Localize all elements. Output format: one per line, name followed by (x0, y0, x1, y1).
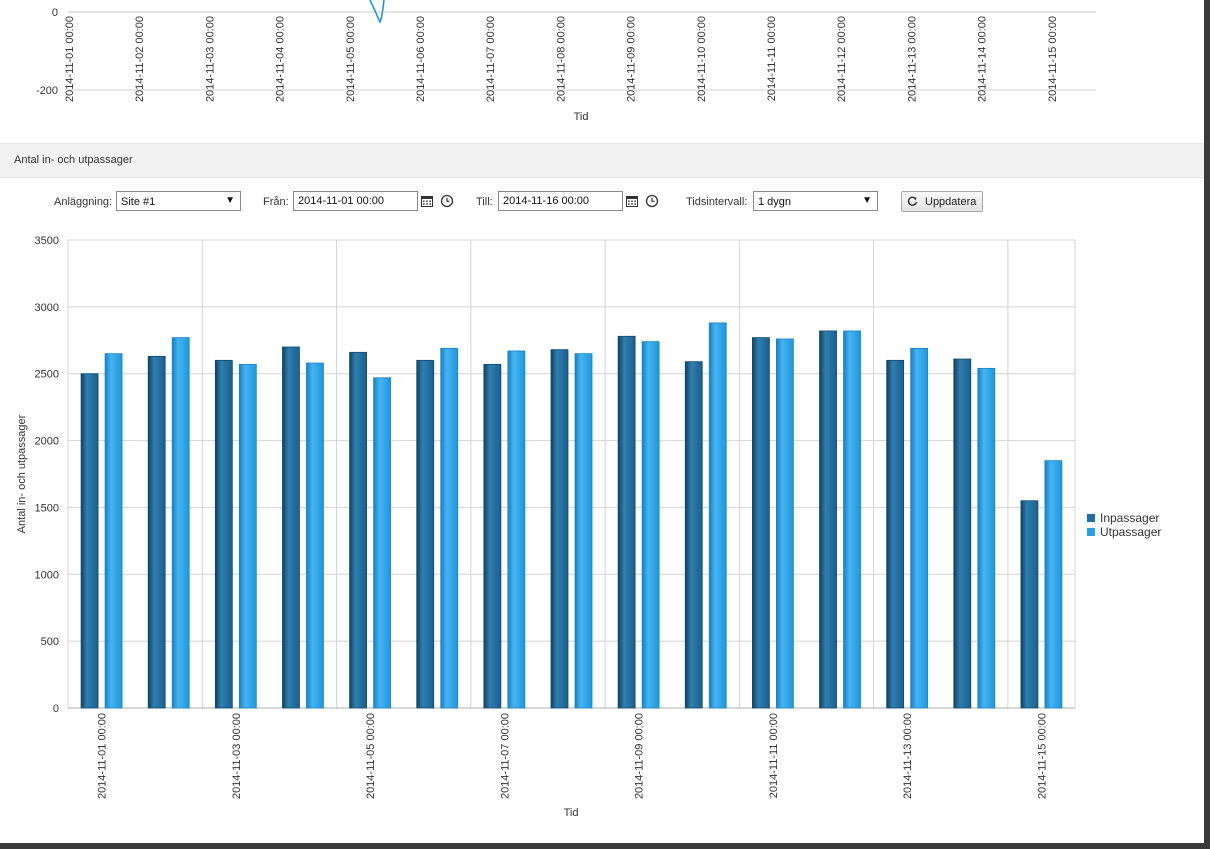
y-tick-label: 1500 (35, 502, 59, 514)
calendar-icon[interactable] (420, 194, 434, 208)
bar-utpassager (104, 353, 123, 709)
bar-utpassager (440, 347, 459, 709)
y-tick-label: 2000 (35, 436, 59, 448)
bar-inpassager (147, 355, 166, 709)
bar-utpassager (843, 330, 861, 709)
bar-inpassager (684, 361, 703, 709)
x-tick-label: 2014-11-03 00:00 (231, 713, 243, 799)
top-xlabel: Tid (574, 111, 589, 123)
legend-label: Utpassager (1100, 525, 1161, 539)
y-tick-label: 3000 (35, 302, 59, 314)
bar-utpassager (574, 353, 593, 709)
update-button[interactable]: Uppdatera (901, 191, 983, 212)
from-date-input[interactable]: 2014-11-01 00:00 (293, 191, 418, 211)
top-xtick-label: 2014-11-15 00:00 (1047, 16, 1059, 102)
chevron-down-icon: ▼ (862, 195, 872, 206)
bar-inpassager (550, 349, 569, 709)
x-tick-label: 2014-11-15 00:00 (1036, 713, 1048, 799)
top-series-line (369, 0, 385, 24)
x-tick-label: 2014-11-05 00:00 (365, 713, 377, 799)
bar-inpassager (819, 330, 837, 709)
x-tick-label: 2014-11-11 00:00 (768, 713, 780, 798)
y-tick-label: 3500 (35, 235, 59, 247)
top-xtick-label: 2014-11-12 00:00 (836, 16, 848, 102)
x-axis-label: Tid (564, 807, 579, 819)
site-label: Anläggning: (54, 196, 113, 208)
bar-inpassager (282, 346, 300, 709)
main-chart: 0 500 1000 1500 2000 2500 3000 3500 2014-11-01 … (16, 235, 1161, 819)
top-xtick-label: 2014-11-09 00:00 (626, 16, 638, 102)
top-xtick-label: 2014-11-03 00:00 (204, 16, 216, 102)
legend-swatch (1087, 514, 1095, 522)
bar-utpassager (641, 341, 660, 709)
interval-select-value: 1 dygn (758, 196, 792, 208)
bar-inpassager (752, 337, 770, 709)
bar-inpassager (349, 351, 368, 709)
top-xtick-label: 2014-11-05 00:00 (345, 16, 357, 102)
top-xtick-label: 2014-11-11 00:00 (766, 16, 778, 101)
section-title: Antal in- och utpassager (14, 154, 133, 166)
bar-inpassager (953, 358, 972, 709)
bar-inpassager (214, 359, 233, 709)
refresh-icon (907, 196, 917, 206)
bar-inpassager (80, 373, 99, 709)
interval-label: Tidsintervall: (686, 196, 748, 208)
x-tick-label: 2014-11-13 00:00 (902, 713, 914, 799)
bar-utpassager (373, 377, 392, 709)
y-tick-label: 1000 (35, 569, 59, 581)
clock-icon[interactable] (440, 194, 454, 208)
from-label: Från: (263, 196, 289, 208)
chevron-down-icon: ▼ (225, 195, 235, 206)
to-date-input[interactable]: 2014-11-16 00:00 (498, 191, 623, 211)
bar-utpassager (708, 322, 727, 709)
bar-utpassager (306, 362, 324, 709)
x-tick-label: 2014-11-09 00:00 (634, 713, 646, 799)
bar-utpassager (910, 347, 929, 709)
y-tick-label: 500 (41, 636, 59, 648)
bar-utpassager (171, 337, 190, 709)
top-chart: 0 -200 2014-11-01 00:00 2014-11-02 00:00 2… (36, 0, 1096, 123)
top-xtick-label: 2014-11-13 00:00 (906, 16, 918, 102)
site-select-value: Site #1 (121, 196, 156, 208)
update-button-label: Uppdatera (925, 196, 977, 208)
bar-inpassager (483, 363, 502, 709)
top-xtick-label: 2014-11-10 00:00 (696, 16, 708, 102)
calendar-icon[interactable] (625, 194, 639, 208)
legend-label: Inpassager (1100, 511, 1159, 525)
interval-select[interactable]: 1 dygn ▼ (753, 191, 878, 211)
top-xtick-label: 2014-11-04 00:00 (275, 16, 287, 102)
x-tick-label: 2014-11-01 00:00 (97, 713, 109, 799)
clock-icon[interactable] (645, 194, 659, 208)
legend-swatch (1087, 528, 1095, 536)
top-ytick-1: -200 (36, 85, 58, 97)
section-header: Antal in- och utpassager (0, 143, 1204, 178)
bar-inpassager (886, 359, 905, 709)
site-select[interactable]: Site #1 ▼ (116, 191, 241, 211)
x-tick-label: 2014-11-07 00:00 (499, 713, 511, 799)
y-tick-label: 2500 (35, 369, 59, 381)
bar-inpassager (1020, 500, 1039, 709)
bar-inpassager (416, 359, 435, 709)
top-xtick-label: 2014-11-01 00:00 (64, 16, 76, 102)
bar-utpassager (776, 338, 794, 709)
top-xtick-label: 2014-11-02 00:00 (134, 16, 146, 102)
bar-utpassager (507, 350, 526, 709)
top-xtick-label: 2014-11-06 00:00 (415, 16, 427, 102)
bar-utpassager (1044, 460, 1063, 709)
y-tick-label: 0 (53, 703, 59, 715)
y-axis-label: Antal in- och utpassager (16, 414, 28, 533)
top-xtick-label: 2014-11-07 00:00 (485, 16, 497, 102)
to-label: Till: (476, 196, 493, 208)
top-ytick-0: 0 (52, 7, 58, 19)
top-xtick-label: 2014-11-14 00:00 (977, 16, 989, 102)
bar-inpassager (617, 335, 636, 709)
top-xtick-label: 2014-11-08 00:00 (555, 16, 567, 102)
bar-utpassager (977, 367, 996, 709)
bar-utpassager (238, 363, 257, 709)
